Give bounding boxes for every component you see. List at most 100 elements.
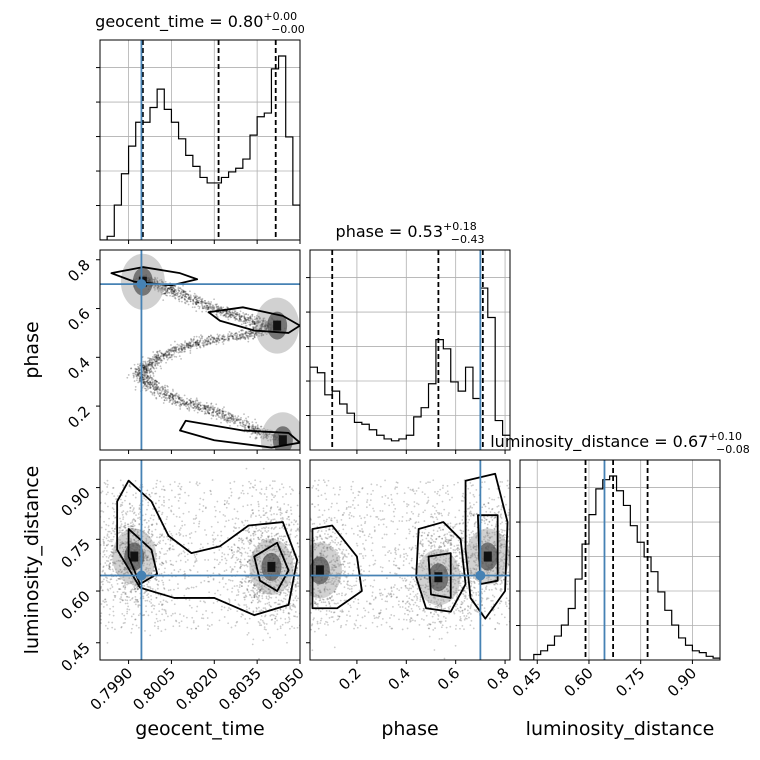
sample-point [226, 306, 229, 309]
sample-point [276, 513, 278, 516]
sample-point [251, 331, 254, 334]
sample-point [253, 531, 256, 533]
sample-point [221, 555, 223, 558]
sample-point [243, 315, 245, 318]
sample-point [150, 611, 153, 614]
sample-point [168, 288, 171, 290]
sample-point [184, 295, 187, 298]
sample-point [161, 504, 163, 506]
sample-point [259, 433, 261, 436]
sample-point [133, 587, 136, 590]
sample-point [109, 559, 112, 561]
sample-point [146, 375, 149, 378]
sample-point [218, 339, 221, 342]
sample-point [242, 335, 245, 338]
sample-point [221, 335, 224, 338]
sample-point [253, 596, 256, 599]
sample-point [205, 310, 208, 313]
sample-point [170, 344, 172, 346]
sample-point [228, 417, 231, 420]
sample-point [116, 590, 119, 593]
sample-point [203, 305, 206, 308]
sample-point [103, 601, 106, 604]
sample-point [192, 341, 195, 344]
sample-point [194, 530, 197, 533]
sample-point [175, 392, 178, 395]
sample-point [247, 337, 250, 340]
title-phase: phase = 0.53+0.18 −0.43 [336, 220, 485, 246]
sample-point [146, 371, 149, 374]
sample-point [244, 317, 246, 320]
sample-point [124, 522, 127, 524]
sample-point [270, 513, 273, 516]
sample-point [156, 543, 159, 546]
sample-point [168, 530, 171, 533]
sample-point [249, 594, 252, 597]
sample-point [138, 507, 141, 509]
sample-point [223, 410, 225, 413]
sample-point [220, 530, 222, 533]
sample-point [173, 525, 176, 528]
sample-point [227, 519, 230, 522]
sample-point [276, 537, 279, 539]
sample-point [202, 406, 205, 409]
sample-point [174, 347, 176, 350]
sample-point [250, 331, 253, 334]
sample-point [249, 555, 252, 558]
sample-point [283, 597, 285, 600]
sample-point [151, 524, 153, 527]
sample-point [174, 349, 176, 351]
sample-point [142, 595, 145, 598]
sample-point [157, 285, 160, 288]
sample-point [223, 525, 226, 528]
sample-point [112, 514, 115, 517]
sample-point [197, 305, 200, 308]
sample-point [264, 328, 267, 331]
sample-point [148, 579, 151, 582]
sample-point [234, 338, 236, 341]
sample-point [182, 344, 185, 346]
sample-point [179, 403, 182, 406]
sample-point [257, 503, 260, 506]
sample-point [147, 387, 150, 390]
sample-point [198, 508, 201, 511]
sample-point [206, 570, 209, 572]
sample-point [174, 289, 177, 292]
sample-point [249, 486, 251, 489]
sample-point [128, 502, 131, 505]
sample-point [239, 558, 242, 561]
sample-point [248, 423, 251, 425]
sample-point [152, 361, 154, 364]
sample-point [199, 404, 202, 407]
sample-point [242, 505, 245, 508]
sample-point [242, 543, 245, 545]
sample-point [182, 290, 185, 293]
sample-point [290, 513, 293, 515]
sample-point [206, 624, 209, 627]
sample-point [130, 631, 133, 634]
sample-point [182, 291, 185, 294]
sample-point [248, 543, 251, 546]
sample-point [266, 602, 269, 605]
sample-point [153, 367, 156, 370]
sample-point [162, 485, 165, 488]
sample-point [273, 614, 275, 617]
sample-point [244, 424, 247, 427]
sample-point [157, 393, 160, 395]
sample-point [154, 386, 156, 389]
sample-point [204, 405, 207, 408]
sample-point [195, 558, 198, 560]
sample-point [240, 314, 243, 317]
sample-point [191, 345, 194, 348]
sample-point [256, 607, 258, 610]
sample-point [227, 413, 230, 416]
title-plus: +0.00 [263, 10, 297, 23]
sample-point [213, 505, 216, 508]
sample-point [282, 486, 285, 489]
sample-point [271, 526, 273, 529]
sample-point [225, 314, 228, 317]
sample-point [257, 596, 260, 599]
sample-point [255, 317, 258, 320]
sample-point [137, 372, 139, 375]
sample-point [161, 286, 163, 289]
